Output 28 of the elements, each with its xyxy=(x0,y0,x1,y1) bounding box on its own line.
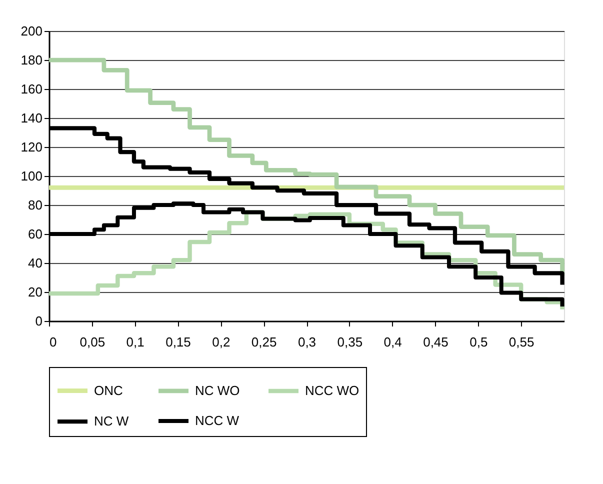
legend-label: NC W xyxy=(94,414,130,428)
y-tick-label: 0 xyxy=(35,314,42,328)
y-tick-label: 60 xyxy=(28,226,42,242)
y-tick-label: 120 xyxy=(20,140,42,154)
x-tick-label: 0,3 xyxy=(298,334,316,350)
x-tick-label: 0,1 xyxy=(126,334,144,350)
x-tick-label: 0,4 xyxy=(384,334,402,350)
y-tick-label: 40 xyxy=(28,256,42,270)
y-tick-label: 140 xyxy=(20,110,42,126)
legend-label: ONC xyxy=(94,382,123,398)
x-tick-label: 0 xyxy=(50,334,57,350)
y-tick-label: 80 xyxy=(28,198,42,212)
x-tick-label: 0,5 xyxy=(470,334,488,350)
x-tick-label: 0,25 xyxy=(251,334,277,350)
x-tick-label: 0,45 xyxy=(423,334,448,350)
legend-label: NC WO xyxy=(195,382,240,398)
y-tick-label: 200 xyxy=(20,24,42,38)
x-tick-label: 0,35 xyxy=(337,334,363,350)
x-tick-label: 0,15 xyxy=(166,334,191,350)
x-tick-label: 0,55 xyxy=(508,334,534,350)
legend-label: NCC W xyxy=(195,413,240,428)
x-tick-label: 0,05 xyxy=(80,334,106,350)
y-tick-label: 180 xyxy=(20,52,42,68)
x-tick-label: 0,2 xyxy=(212,334,230,350)
y-tick-label: 160 xyxy=(20,82,42,96)
y-tick-label: 20 xyxy=(28,284,42,300)
legend-label: NCC WO xyxy=(305,383,360,398)
y-tick-label: 100 xyxy=(20,168,42,184)
